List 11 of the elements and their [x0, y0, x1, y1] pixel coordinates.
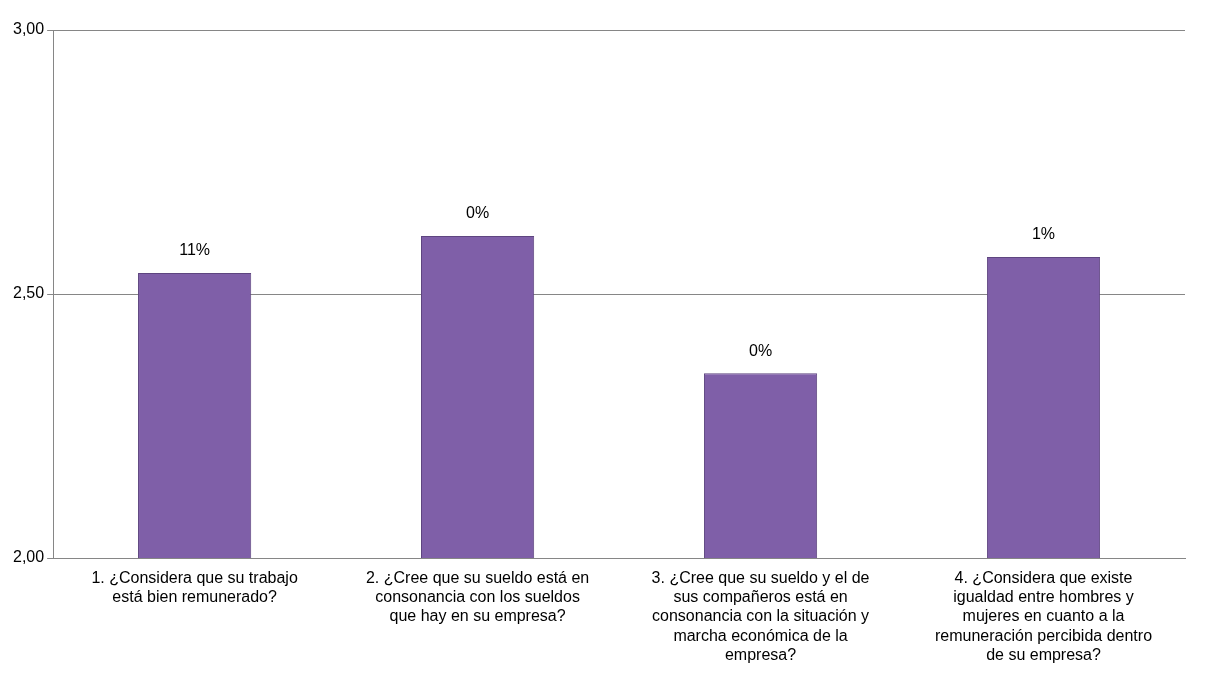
y-tick-label: 2,00	[13, 548, 45, 566]
x-tick-label: 4. ¿Considera que existe igualdad entre hombres y mujeres en cuanto a la remuneración percibida dentro de su empresa?	[935, 569, 1153, 663]
annotation: 1%	[1031, 225, 1056, 243]
x-tick-label: 2. ¿Cree que su sueldo está en consonancia con los sueldos que hay en su empresa?	[365, 569, 590, 625]
x-tick-label: 1. ¿Considera que su trabajo está bien remunerado?	[91, 569, 298, 606]
x-tick-label: 3. ¿Cree que su sueldo y el de sus compañeros está en consonancia con la situación y marcha económica de la empresa?	[651, 569, 870, 663]
annotation: 0%	[466, 204, 490, 222]
annotation: 11%	[179, 241, 211, 259]
y-tick-label: 2,50	[13, 284, 45, 302]
y-tick-label: 3,00	[13, 20, 45, 38]
annotation: 0%	[748, 341, 773, 359]
